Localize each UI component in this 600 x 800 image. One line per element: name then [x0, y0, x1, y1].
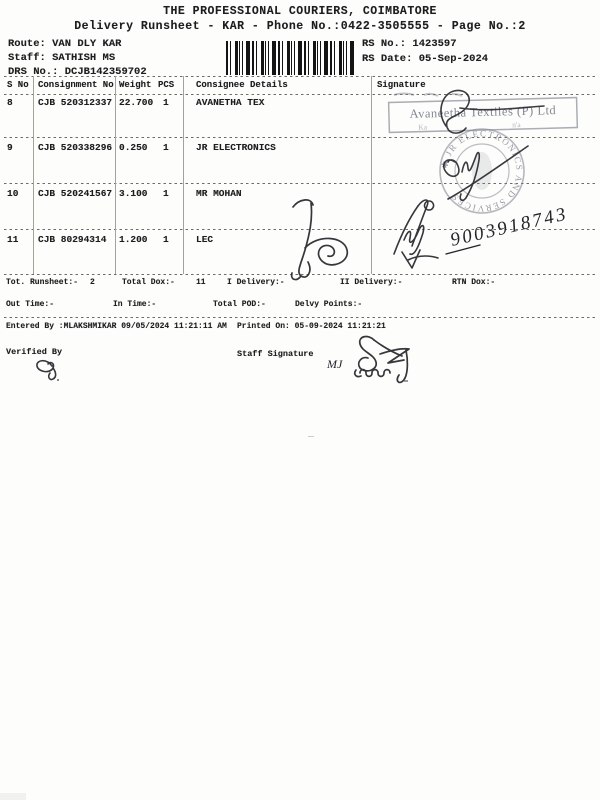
cell-s-no: 8: [7, 97, 13, 108]
i-delivery-label: I Delivery:-: [227, 278, 285, 287]
round-stamp: ✱ JR ELECTRONICS AND SERVICES: [439, 128, 525, 214]
cell-s-no: 9: [7, 142, 13, 153]
scan-speck: [0, 793, 26, 800]
signature-row-10: [290, 199, 349, 281]
rs-no-label: RS No.:: [362, 38, 407, 50]
signature-row-9: [442, 145, 529, 202]
divider: [4, 183, 597, 184]
cell-consignee: LEC: [196, 234, 214, 245]
drs-line: DRS No.: DCJB142359702: [8, 65, 147, 79]
cell-weight: 0.250: [119, 142, 148, 153]
staff-initials: MJ: [326, 357, 343, 371]
col-signature: Signature: [377, 80, 426, 90]
handwritten-number-text: 9003918743: [448, 203, 570, 250]
rect-stamp-border: [387, 96, 579, 134]
staff-label: Staff:: [8, 52, 46, 64]
printed-on-line: Printed On: 05-09-2024 11:21:21: [237, 322, 386, 331]
round-stamp-inner-ring: [454, 143, 510, 199]
signature-row-11: [393, 199, 439, 269]
cell-consignee: MR MOHAN: [196, 188, 242, 199]
cell-consignee: AVANETHA TEX: [196, 97, 265, 108]
col-weight: Weight: [119, 80, 152, 90]
route-label: Route:: [8, 38, 46, 50]
drs-value: DCJB142359702: [64, 66, 147, 78]
total-pod-label: Total POD:-: [213, 300, 266, 309]
cell-s-no: 10: [7, 188, 19, 199]
staff-value: SATHISH MS: [52, 52, 116, 64]
cell-weight: 22.700: [119, 97, 154, 108]
page-title: THE PROFESSIONAL COURIERS, COIMBATORE: [163, 5, 437, 18]
rs-date-line: RS Date: 05-Sep-2024: [362, 52, 488, 66]
divider: [4, 317, 597, 318]
scan-speck: [404, 380, 408, 382]
page-subtitle: Delivery Runsheet - KAR - Phone No.:0422…: [74, 20, 526, 33]
barcode-icon: [226, 41, 356, 75]
cell-consignee: JR ELECTRONICS: [196, 142, 276, 153]
column-line: [183, 76, 184, 274]
rs-no-value: 1423597: [412, 38, 457, 50]
tot-runsheet-label: Tot. Runsheet:-: [6, 278, 79, 287]
delvy-points-label: Delvy Points:-: [295, 300, 363, 309]
ii-delivery-label: II Delivery:-: [340, 278, 403, 287]
cell-consignment-no: CJB 520338296: [38, 142, 113, 153]
total-dox-label: Total Dox:-: [122, 278, 175, 287]
route-value: VAN DLY KAR: [52, 38, 122, 50]
out-time-label: Out Time:-: [6, 300, 55, 309]
cell-pcs: 1: [163, 142, 169, 153]
rect-stamp: Avaneetha Textiles (P) Ltd Ka n'a: [387, 96, 579, 134]
entered-by-label: Entered By :: [6, 322, 64, 331]
round-stamp-center-smudge: [472, 152, 492, 190]
col-consignment-no: Consignment No: [38, 80, 114, 90]
tot-runsheet-value: 2: [90, 278, 95, 287]
rect-stamp-text: Avaneetha Textiles (P) Ltd: [409, 103, 556, 121]
cell-pcs: 1: [163, 188, 169, 199]
divider: [4, 137, 597, 138]
column-line: [115, 76, 116, 274]
cell-weight: 3.100: [119, 188, 148, 199]
column-line: [371, 76, 372, 274]
cell-consignment-no: CJB 80294314: [38, 234, 107, 245]
cell-consignment-no: CJB 520312337: [38, 97, 113, 108]
rect-stamp-subtext-right: n'a: [512, 120, 521, 129]
cell-pcs: 1: [163, 234, 169, 245]
divider: [4, 229, 597, 230]
staff-signature: [353, 335, 410, 384]
column-line: [33, 76, 34, 274]
staff-signature-label: Staff Signature: [237, 349, 314, 359]
verified-by-label: Verified By: [6, 347, 63, 357]
cell-consignment-no: CJB 520241567: [38, 188, 113, 199]
entered-by-value: MLAKSHMIKAR 09/05/2024 11:21:11 AM: [63, 322, 227, 331]
verified-by-signature: [36, 359, 59, 381]
staff-line: Staff: SATHISH MS: [8, 51, 115, 65]
col-s-no: S No: [7, 80, 29, 90]
rs-no-line: RS No.: 1423597: [362, 37, 457, 51]
divider: [4, 94, 597, 95]
printed-on-value: 05-09-2024 11:21:21: [294, 322, 386, 331]
rs-date-label: RS Date:: [362, 53, 413, 65]
total-dox-value: 11: [196, 278, 206, 287]
col-pcs: PCS: [158, 80, 175, 90]
rtn-dox-label: RTN Dox:-: [452, 278, 496, 287]
divider: [4, 76, 597, 77]
cell-s-no: 11: [7, 234, 19, 245]
col-consignee-details: Consignee Details: [196, 80, 288, 90]
printed-on-label: Printed On:: [237, 322, 290, 331]
cell-weight: 1.200: [119, 234, 148, 245]
in-time-label: In Time:-: [113, 300, 157, 309]
route-line: Route: VAN DLY KAR: [8, 37, 121, 51]
rs-date-value: 05-Sep-2024: [418, 53, 489, 65]
svg-text:✱ JR ELECTRONICS AND SERVICES: ✱ JR ELECTRONICS AND SERVICES: [439, 128, 524, 213]
entered-by-line: Entered By :MLAKSHMIKAR 09/05/2024 11:21…: [6, 322, 227, 331]
signature-row-8: [440, 89, 545, 134]
cell-pcs: 1: [163, 97, 169, 108]
round-stamp-outer-ring: [439, 128, 525, 214]
scan-speck: [308, 436, 314, 437]
round-stamp-text: ✱ JR ELECTRONICS AND SERVICES: [439, 128, 523, 213]
divider: [4, 274, 597, 275]
rect-stamp-subtext-left: Ka: [418, 122, 428, 131]
drs-label: DRS No.:: [8, 66, 59, 78]
